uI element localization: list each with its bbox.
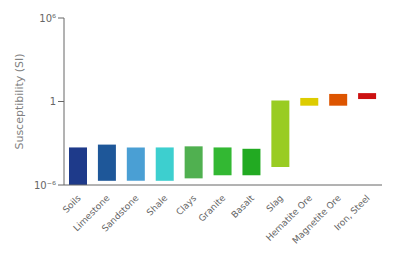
svg-text:Susceptibility (SI): Susceptibility (SI)	[13, 53, 26, 149]
svg-text:Magnetite Ore: Magnetite Ore	[290, 193, 343, 246]
svg-text:Clays: Clays	[174, 193, 198, 217]
svg-text:Granite: Granite	[197, 193, 228, 224]
svg-text:Hematite Ore: Hematite Ore	[264, 193, 314, 243]
svg-text:Slag: Slag	[264, 193, 285, 214]
svg-text:10⁶: 10⁶	[39, 13, 56, 24]
svg-text:1: 1	[50, 96, 56, 107]
svg-text:Iron, Steel: Iron, Steel	[332, 193, 372, 233]
svg-text:Shale: Shale	[145, 193, 170, 218]
svg-text:Soils: Soils	[61, 193, 83, 215]
svg-text:10⁻⁶: 10⁻⁶	[34, 180, 56, 191]
svg-text:Limestone: Limestone	[71, 193, 112, 234]
svg-text:Basalt: Basalt	[229, 193, 256, 220]
svg-text:Sandstone: Sandstone	[100, 193, 141, 234]
